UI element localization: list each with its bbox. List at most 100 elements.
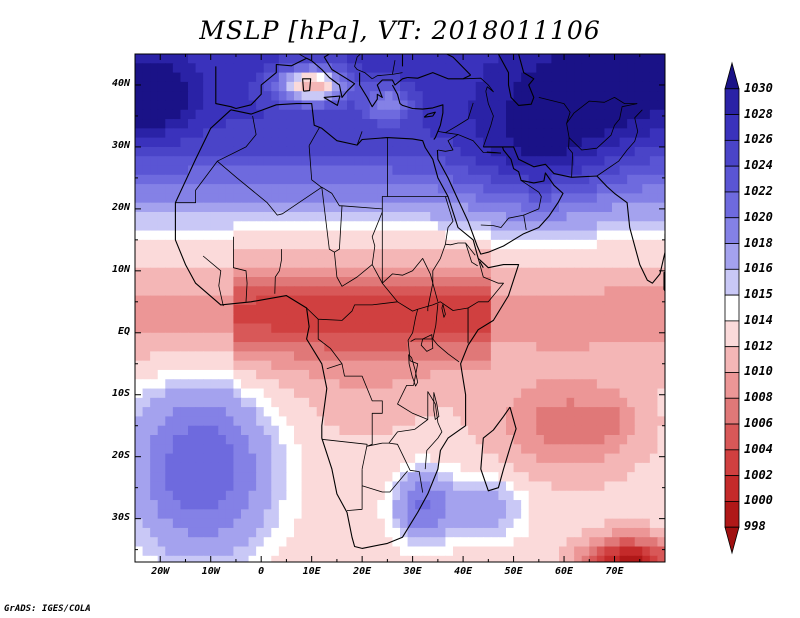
pressure-cell (172, 518, 182, 529)
pressure-cell (460, 537, 469, 548)
pressure-cell (468, 425, 477, 436)
pressure-cell (172, 379, 182, 390)
pressure-cell (188, 509, 197, 520)
pressure-cell (642, 304, 651, 315)
pressure-cell (634, 81, 643, 92)
pressure-cell (543, 267, 553, 278)
pressure-cell (354, 342, 363, 352)
pressure-cell (218, 249, 227, 260)
pressure-cell (589, 54, 598, 64)
pressure-cell (180, 184, 189, 194)
pressure-cell (218, 527, 227, 538)
pressure-cell (362, 509, 371, 520)
pressure-cell (142, 295, 151, 306)
pressure-cell (309, 537, 318, 548)
pressure-cell (172, 63, 182, 74)
pressure-cell (490, 546, 500, 557)
pressure-cell (581, 249, 590, 260)
pressure-cell (589, 444, 598, 455)
pressure-cell (513, 304, 522, 315)
pressure-cell (309, 304, 318, 315)
pressure-cell (233, 518, 242, 529)
pressure-cell (627, 137, 636, 148)
pressure-cell (188, 416, 197, 427)
pressure-cell (430, 146, 439, 157)
pressure-cell (316, 407, 325, 418)
pressure-cell (331, 527, 341, 538)
pressure-cell (347, 342, 356, 352)
pressure-cell (225, 537, 235, 548)
pressure-cell (422, 63, 431, 74)
pressure-cell (347, 137, 356, 148)
pressure-cell (498, 369, 507, 380)
pressure-cell (248, 295, 257, 306)
pressure-cell (210, 518, 219, 529)
pressure-cell (422, 137, 431, 148)
pressure-cell (407, 490, 416, 501)
pressure-cell (430, 81, 439, 92)
x-tick-label: 10W (201, 566, 220, 577)
pressure-cell (589, 91, 598, 102)
pressure-cell (634, 546, 643, 557)
pressure-cell (316, 295, 325, 306)
pressure-cell (218, 425, 227, 436)
pressure-cell (271, 119, 280, 129)
pressure-cell (430, 230, 439, 241)
pressure-cell (324, 388, 333, 399)
pressure-cell (627, 546, 636, 557)
pressure-cell (430, 555, 439, 562)
pressure-cell (657, 555, 665, 562)
pressure-cell (278, 295, 288, 306)
pressure-cell (157, 444, 166, 455)
pressure-cell (278, 546, 288, 557)
pressure-cell (263, 165, 272, 176)
pressure-cell (506, 128, 515, 139)
pressure-cell (218, 490, 227, 501)
pressure-cell (218, 369, 227, 380)
pressure-cell (233, 537, 242, 548)
pressure-cell (324, 156, 333, 167)
pressure-cell (460, 91, 469, 102)
pressure-cell (263, 462, 272, 473)
pressure-cell (468, 397, 477, 408)
pressure-cell (384, 202, 394, 213)
pressure-cell (248, 462, 257, 473)
pressure-cell (657, 435, 665, 445)
pressure-cell (384, 314, 394, 325)
pressure-cell (453, 295, 462, 306)
pressure-cell (362, 425, 371, 436)
pressure-cell (415, 249, 424, 260)
pressure-cell (642, 462, 651, 473)
pressure-cell (354, 416, 363, 427)
pressure-cell (657, 184, 665, 194)
pressure-cell (157, 202, 166, 213)
pressure-cell (506, 481, 515, 492)
pressure-cell (460, 119, 469, 129)
pressure-cell (649, 397, 659, 408)
pressure-cell (377, 518, 386, 529)
pressure-cell (384, 518, 394, 529)
pressure-cell (634, 267, 643, 278)
pressure-cell (278, 304, 288, 315)
pressure-cell (543, 54, 553, 64)
pressure-cell (339, 258, 348, 269)
pressure-cell (612, 267, 621, 278)
pressure-cell (468, 509, 477, 520)
pressure-cell (407, 165, 416, 176)
pressure-cell (483, 211, 492, 222)
pressure-cell (475, 137, 484, 148)
pressure-cell (294, 323, 303, 334)
country-border (308, 126, 321, 146)
pressure-cell (180, 500, 189, 510)
pressure-cell (612, 128, 621, 139)
pressure-cell (203, 146, 212, 157)
pressure-cell (581, 555, 590, 562)
pressure-cell (233, 156, 242, 167)
pressure-cell (218, 518, 227, 529)
country-border (480, 214, 524, 228)
pressure-cell (203, 342, 212, 352)
pressure-cell (165, 109, 174, 120)
pressure-cell (157, 211, 166, 222)
pressure-cell (490, 332, 500, 343)
pressure-cell (566, 81, 575, 92)
